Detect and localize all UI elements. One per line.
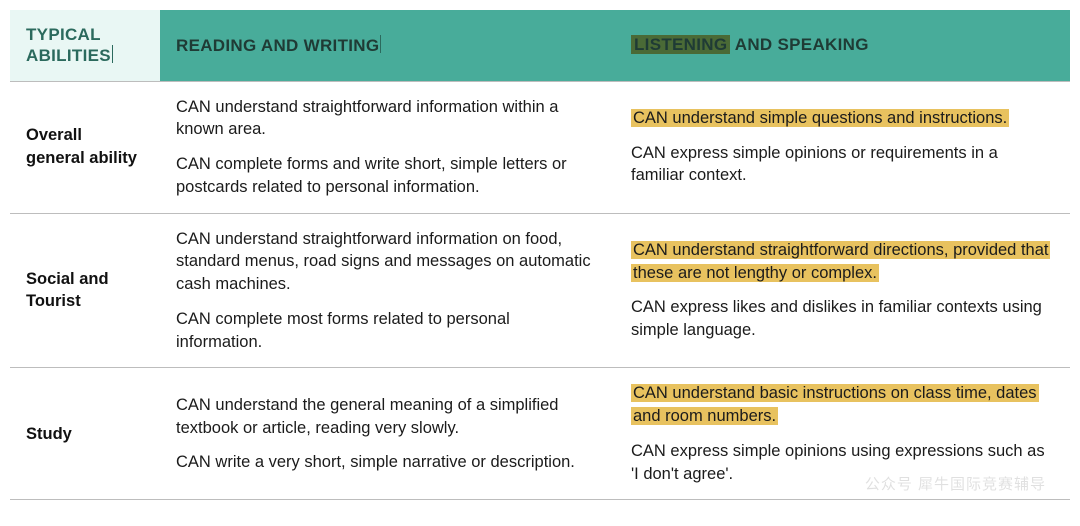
rw-item: CAN complete forms and write short, simp… bbox=[176, 153, 599, 199]
ls-item: CAN express simple opinions using expres… bbox=[631, 440, 1054, 486]
table-wrapper: TYPICAL ABILITIES READING AND WRITING LI… bbox=[10, 10, 1070, 500]
header-col3-rest: AND SPEAKING bbox=[730, 35, 868, 54]
ls-item: CAN express likes and dislikes in famili… bbox=[631, 296, 1054, 342]
table-row: Social and Tourist CAN understand straig… bbox=[10, 213, 1070, 368]
ls-highlight: CAN understand basic instructions on cla… bbox=[631, 384, 1039, 425]
table-row: Study CAN understand the general meaning… bbox=[10, 368, 1070, 500]
row-label: Overall general ability bbox=[10, 81, 160, 213]
header-reading-writing: READING AND WRITING bbox=[160, 10, 615, 81]
cell-listening-speaking: CAN understand basic instructions on cla… bbox=[615, 368, 1070, 500]
cell-reading-writing: CAN understand straightforward informati… bbox=[160, 81, 615, 213]
rw-item: CAN understand straightforward informati… bbox=[176, 228, 599, 296]
header-col1-line2: ABILITIES bbox=[26, 46, 111, 65]
ls-item: CAN express simple opinions or requireme… bbox=[631, 142, 1054, 188]
text-cursor-icon bbox=[380, 35, 381, 53]
table-header-row: TYPICAL ABILITIES READING AND WRITING LI… bbox=[10, 10, 1070, 81]
cell-listening-speaking: CAN understand simple questions and inst… bbox=[615, 81, 1070, 213]
text-cursor-icon bbox=[112, 45, 113, 63]
header-col1-line1: TYPICAL bbox=[26, 25, 101, 44]
ls-highlight: CAN understand straightforward direction… bbox=[631, 241, 1050, 282]
rw-item: CAN understand the general meaning of a … bbox=[176, 394, 599, 440]
row-label: Social and Tourist bbox=[10, 213, 160, 368]
rw-item: CAN write a very short, simple narrative… bbox=[176, 451, 599, 474]
header-col3-highlight: LISTENING bbox=[631, 35, 730, 54]
header-col2-text: READING AND WRITING bbox=[176, 36, 379, 55]
abilities-table: TYPICAL ABILITIES READING AND WRITING LI… bbox=[10, 10, 1070, 500]
cell-reading-writing: CAN understand straightforward informati… bbox=[160, 213, 615, 368]
header-typical-abilities: TYPICAL ABILITIES bbox=[10, 10, 160, 81]
cell-listening-speaking: CAN understand straightforward direction… bbox=[615, 213, 1070, 368]
header-listening-speaking: LISTENING AND SPEAKING bbox=[615, 10, 1070, 81]
rw-item: CAN complete most forms related to perso… bbox=[176, 308, 599, 354]
row-label: Study bbox=[10, 368, 160, 500]
table-row: Overall general ability CAN understand s… bbox=[10, 81, 1070, 213]
ls-highlight: CAN understand simple questions and inst… bbox=[631, 109, 1009, 127]
cell-reading-writing: CAN understand the general meaning of a … bbox=[160, 368, 615, 500]
rw-item: CAN understand straightforward informati… bbox=[176, 96, 599, 142]
